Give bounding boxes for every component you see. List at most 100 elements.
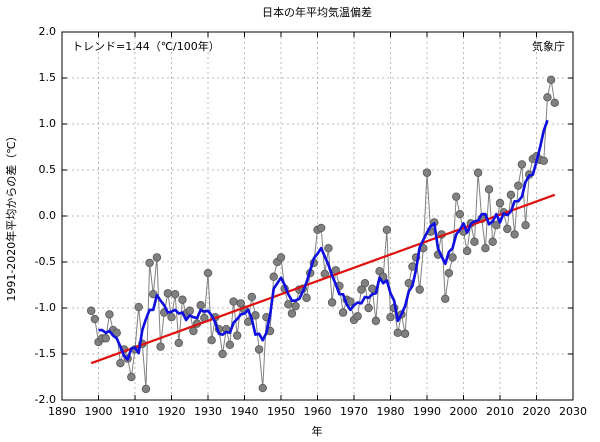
- data-point: [90, 314, 100, 324]
- data-point: [167, 313, 176, 322]
- data-point: [284, 300, 293, 309]
- x-tick-label: 1930: [194, 405, 222, 418]
- trend-line: [90, 193, 556, 365]
- data-point: [127, 372, 136, 382]
- data-point: [291, 301, 300, 311]
- x-tick-label: 1980: [377, 405, 405, 418]
- data-point: [276, 253, 286, 262]
- y-tick-label: 1.5: [39, 71, 57, 84]
- x-tick-label: 2000: [450, 405, 478, 418]
- data-point: [400, 329, 410, 338]
- data-point: [543, 93, 552, 102]
- data-point: [185, 306, 194, 315]
- y-tick-label: -1.0: [35, 301, 56, 314]
- y-tick-label: 1.0: [39, 117, 57, 130]
- data-point: [514, 181, 523, 190]
- data-point: [422, 168, 432, 177]
- running-mean-line: [98, 119, 549, 361]
- x-tick-label: 1940: [231, 405, 259, 418]
- y-tick-label: 0.0: [39, 209, 57, 222]
- data-point: [178, 295, 187, 304]
- data-point: [203, 268, 213, 278]
- data-point: [415, 285, 424, 294]
- x-tick-label: 1890: [48, 405, 76, 418]
- data-point: [251, 311, 260, 320]
- data-point: [550, 98, 559, 108]
- data-point: [163, 289, 173, 298]
- data-point: [539, 156, 548, 165]
- data-point: [444, 268, 454, 278]
- data-point: [360, 278, 370, 288]
- data-point: [287, 309, 297, 318]
- data-point: [338, 308, 348, 317]
- y-tick-label: -2.0: [35, 393, 56, 406]
- data-point: [86, 306, 96, 315]
- data-point: [441, 294, 450, 303]
- y-tick-label: -0.5: [35, 255, 56, 268]
- data-point: [207, 336, 216, 345]
- y-tick-label: -1.5: [35, 347, 56, 360]
- x-tick-label: 1960: [304, 405, 332, 418]
- data-point: [393, 328, 402, 338]
- data-point: [229, 297, 238, 306]
- data-point: [269, 272, 278, 281]
- data-point: [302, 293, 311, 303]
- data-point: [452, 192, 461, 201]
- data-point: [462, 246, 472, 256]
- data-point: [225, 340, 235, 349]
- annotation: トレンド=1.44（℃/100年）: [72, 39, 220, 53]
- data-point: [371, 316, 381, 326]
- data-point: [382, 225, 392, 234]
- y-tick-label: 0.5: [39, 163, 57, 176]
- data-point: [386, 313, 395, 322]
- data-point: [189, 326, 198, 336]
- data-point: [448, 253, 457, 262]
- x-tick-label: 2010: [486, 405, 514, 418]
- x-tick-label: 1950: [267, 405, 295, 418]
- data-point: [145, 258, 154, 268]
- data-point: [254, 345, 264, 354]
- data-point: [364, 303, 373, 313]
- x-tick-label: 1900: [85, 405, 113, 418]
- x-tick-label: 1970: [340, 405, 368, 418]
- data-point: [503, 224, 512, 234]
- plot-frame: [61, 31, 574, 401]
- x-axis-label: 年: [312, 424, 323, 438]
- data-point: [174, 338, 183, 348]
- data-point: [232, 331, 242, 340]
- x-tick-label: 1910: [121, 405, 149, 418]
- data-point: [101, 334, 110, 343]
- data-point: [473, 168, 483, 177]
- data-point: [353, 312, 362, 321]
- x-tick-label: 2030: [559, 405, 587, 418]
- data-point: [258, 383, 267, 393]
- data-point: [495, 198, 505, 208]
- x-tick-label: 1990: [413, 405, 441, 418]
- chart-title: 日本の年平均気温偏差: [262, 5, 372, 19]
- data-point: [156, 342, 165, 351]
- data-point: [455, 209, 465, 219]
- data-point: [517, 160, 527, 169]
- data-point: [470, 237, 479, 246]
- data-point: [152, 253, 162, 262]
- data-point: [368, 284, 377, 293]
- data-point: [492, 220, 501, 230]
- data-point: [170, 290, 180, 299]
- data-point: [327, 298, 337, 307]
- annotation: 気象庁: [532, 39, 565, 53]
- data-point: [116, 359, 125, 368]
- data-point: [247, 292, 256, 302]
- series-line: [98, 119, 549, 361]
- data-point: [236, 299, 246, 308]
- data-point: [484, 185, 494, 194]
- data-point: [357, 285, 366, 294]
- y-tick-label: 2.0: [39, 25, 57, 38]
- data-point: [546, 75, 556, 85]
- data-point: [134, 302, 143, 312]
- data-point: [141, 384, 151, 394]
- data-point: [506, 190, 516, 200]
- x-tick-label: 1920: [158, 405, 186, 418]
- data-point: [510, 230, 519, 239]
- data-point: [112, 328, 121, 338]
- data-point: [218, 349, 227, 359]
